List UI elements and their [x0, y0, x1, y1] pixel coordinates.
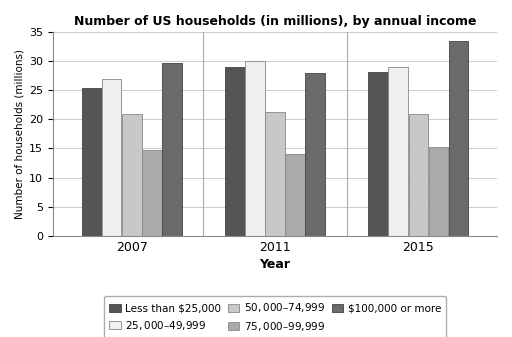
Bar [162, 63, 182, 236]
Title: Number of US households (in millions), by annual income: Number of US households (in millions), b… [74, 15, 476, 28]
Bar [409, 114, 428, 236]
Bar [122, 114, 141, 236]
X-axis label: Year: Year [260, 258, 290, 271]
Bar [285, 154, 305, 236]
Y-axis label: Number of households (millions): Number of households (millions) [15, 49, 25, 219]
Bar [82, 89, 101, 236]
Bar [449, 41, 468, 236]
Bar [265, 112, 285, 236]
Legend: Less than $25,000, $25,000–$49,999, $50,000–$74,999, $75,000–$99,999, $100,000 o: Less than $25,000, $25,000–$49,999, $50,… [104, 296, 446, 337]
Bar [389, 67, 408, 236]
Bar [142, 150, 162, 236]
Bar [245, 61, 265, 236]
Bar [369, 72, 388, 236]
Bar [225, 67, 245, 236]
Bar [305, 73, 325, 236]
Bar [102, 79, 121, 236]
Bar [429, 147, 448, 236]
